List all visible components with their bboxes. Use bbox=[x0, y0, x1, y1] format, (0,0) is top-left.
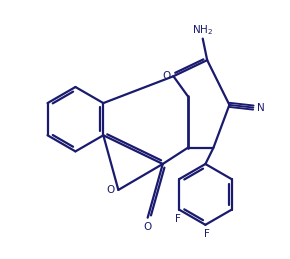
Text: O: O bbox=[162, 71, 170, 81]
Text: O: O bbox=[106, 185, 115, 195]
Text: F: F bbox=[204, 229, 210, 239]
Text: NH$_2$: NH$_2$ bbox=[192, 24, 213, 37]
Text: N: N bbox=[257, 103, 265, 113]
Text: O: O bbox=[144, 221, 152, 232]
Text: F: F bbox=[175, 214, 181, 224]
